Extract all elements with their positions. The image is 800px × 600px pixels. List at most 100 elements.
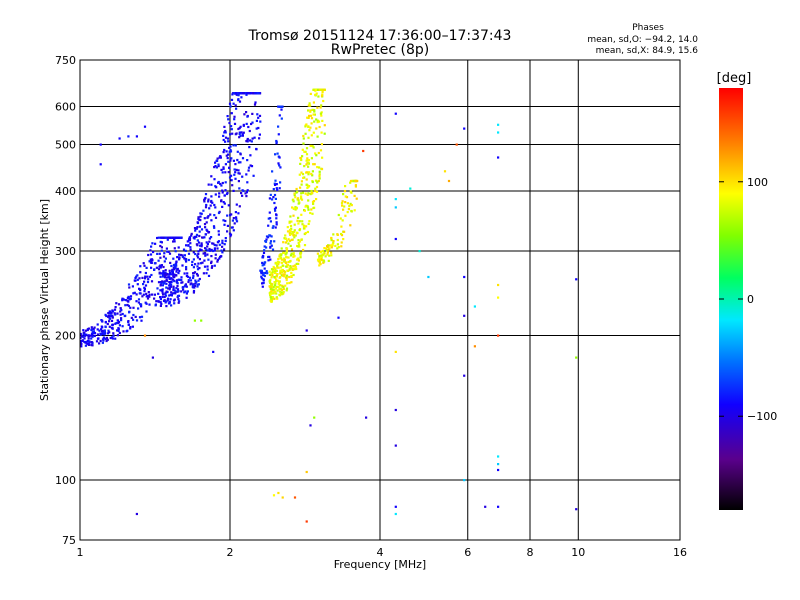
data-point — [305, 147, 309, 150]
data-point — [308, 220, 311, 223]
data-point — [121, 297, 124, 300]
data-point — [184, 249, 187, 252]
data-point — [303, 209, 306, 212]
data-point — [119, 310, 122, 313]
data-point — [348, 205, 351, 208]
data-point — [204, 254, 207, 257]
data-point — [341, 200, 344, 203]
data-point — [127, 135, 130, 138]
data-point — [301, 220, 304, 223]
data-point — [323, 124, 326, 127]
data-point — [320, 131, 323, 134]
data-point — [269, 240, 273, 243]
data-point — [317, 95, 320, 98]
data-point — [217, 230, 220, 233]
data-point — [295, 207, 298, 210]
data-point — [194, 229, 197, 232]
data-point — [228, 166, 231, 169]
data-point — [265, 246, 268, 249]
data-point — [132, 318, 135, 321]
data-point — [255, 119, 258, 122]
chart-title: Tromsø 20151124 17:36:00–17:37:43 — [248, 28, 512, 44]
data-point — [163, 252, 166, 255]
data-point — [90, 341, 93, 344]
data-point — [283, 257, 286, 260]
data-point — [334, 244, 337, 247]
data-point — [198, 225, 201, 228]
data-point — [189, 248, 192, 251]
data-point — [311, 108, 314, 111]
data-point — [222, 167, 225, 170]
data-point — [275, 292, 278, 295]
data-point — [288, 220, 291, 223]
data-point — [269, 293, 272, 296]
data-point — [306, 230, 309, 234]
data-point — [238, 172, 241, 175]
data-point — [258, 92, 261, 95]
data-point — [248, 139, 252, 142]
data-point — [273, 207, 277, 211]
data-point — [184, 283, 187, 286]
data-point — [265, 235, 269, 238]
data-point — [241, 92, 245, 95]
data-point — [304, 132, 307, 135]
data-point — [215, 244, 218, 247]
data-point — [263, 267, 266, 270]
data-point — [108, 331, 111, 334]
data-point — [219, 182, 222, 186]
data-point — [271, 170, 274, 173]
data-point — [175, 281, 179, 284]
data-point — [88, 340, 91, 343]
data-point — [296, 244, 299, 248]
data-point — [282, 287, 285, 291]
data-point — [173, 238, 176, 241]
data-point — [279, 181, 282, 184]
data-point — [299, 253, 302, 256]
data-point — [575, 278, 578, 281]
data-point — [190, 232, 193, 235]
data-point — [268, 279, 272, 282]
data-point — [235, 92, 238, 95]
data-point — [302, 248, 305, 252]
data-point — [291, 267, 294, 270]
data-point — [153, 293, 156, 296]
data-point — [304, 232, 307, 235]
data-point — [309, 211, 312, 215]
data-point — [224, 140, 227, 143]
data-point — [210, 261, 213, 265]
data-point — [267, 217, 270, 220]
data-point — [96, 323, 99, 326]
data-point — [197, 241, 201, 244]
data-point — [279, 257, 282, 260]
data-point — [321, 119, 324, 122]
data-point — [160, 302, 163, 305]
data-point — [129, 295, 133, 298]
data-point — [167, 250, 170, 253]
data-point — [170, 264, 173, 268]
data-point — [319, 251, 323, 254]
data-point — [136, 274, 139, 277]
data-point — [287, 242, 290, 245]
data-point — [258, 133, 261, 136]
data-point — [162, 271, 165, 274]
data-point — [463, 314, 466, 317]
data-point — [247, 166, 251, 169]
data-point — [132, 313, 135, 317]
data-point — [343, 190, 347, 193]
data-point — [164, 291, 167, 294]
data-point — [129, 297, 132, 300]
data-point — [354, 185, 357, 188]
data-point — [196, 285, 199, 288]
data-point — [260, 277, 263, 280]
data-point — [302, 142, 305, 145]
data-point — [279, 254, 283, 257]
data-point — [233, 173, 236, 176]
data-point — [497, 283, 500, 287]
data-point — [307, 185, 310, 188]
data-point — [231, 184, 234, 187]
data-point — [262, 272, 265, 275]
data-point — [299, 186, 302, 189]
data-point — [129, 327, 132, 330]
data-point — [213, 214, 216, 217]
data-point — [206, 229, 209, 232]
